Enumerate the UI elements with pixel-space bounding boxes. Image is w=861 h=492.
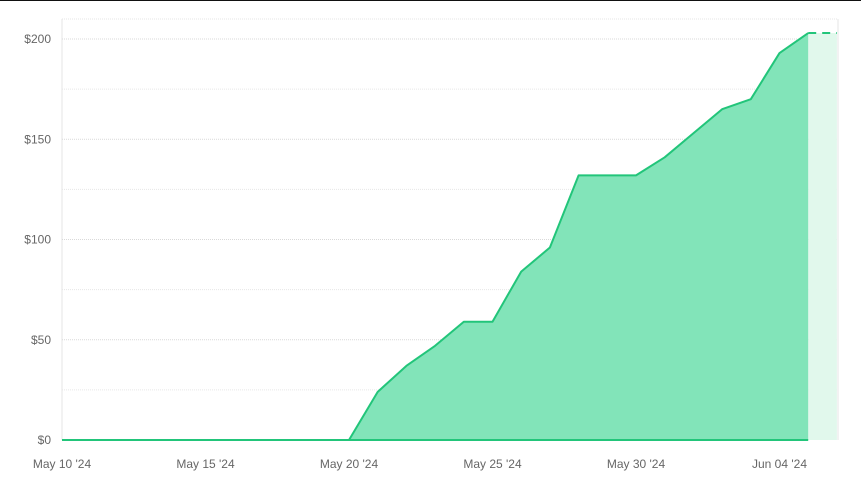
x-tick-label: May 30 '24 [607, 457, 666, 471]
y-tick-label: $50 [31, 333, 51, 347]
projection-area [808, 33, 837, 441]
x-tick-label: May 25 '24 [463, 457, 522, 471]
y-axis-ticks: $0 $50 $100 $150 $200 [24, 32, 51, 447]
series-area [62, 33, 809, 441]
x-axis-ticks: May 10 '24 May 15 '24 May 20 '24 May 25 '24… [33, 457, 807, 471]
y-tick-label: $100 [24, 233, 51, 247]
y-tick-label: $200 [24, 32, 51, 46]
chart-areas [62, 32, 837, 441]
x-tick-label: May 15 '24 [176, 457, 235, 471]
x-tick-label: Jun 04 '24 [752, 457, 807, 471]
x-tick-label: May 10 '24 [33, 457, 92, 471]
y-tick-label: $0 [38, 433, 52, 447]
y-tick-label: $150 [24, 132, 51, 146]
x-tick-label: May 20 '24 [320, 457, 379, 471]
